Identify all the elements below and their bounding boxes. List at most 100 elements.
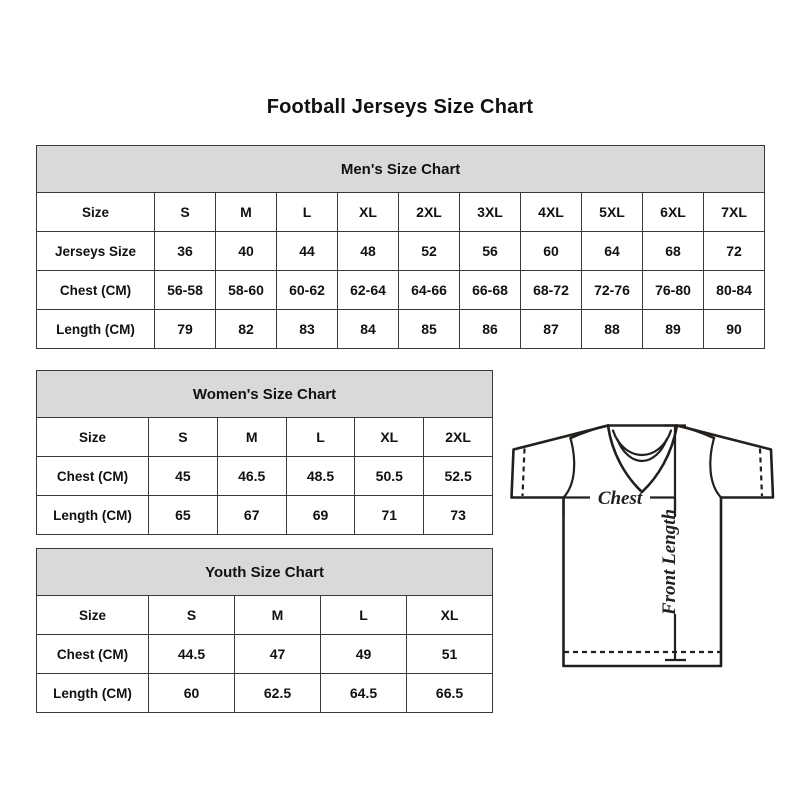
youth-table-title: Youth Size Chart xyxy=(35,548,494,596)
column-header-size: Size xyxy=(36,192,155,232)
table-cell: 49 xyxy=(320,634,407,674)
row-label: Length (CM) xyxy=(36,495,149,535)
table-band-row: Youth Size Chart xyxy=(35,548,494,596)
table-cell: 36 xyxy=(154,231,216,271)
womens-table-title: Women's Size Chart xyxy=(35,370,494,418)
table-band-row: Men's Size Chart xyxy=(35,145,766,193)
table-cell: 72 xyxy=(702,231,766,271)
column-header-3xl: 3XL xyxy=(459,192,521,232)
table-cell: 56-58 xyxy=(154,270,216,310)
table-cell: 52 xyxy=(398,231,460,271)
row-label: Chest (CM) xyxy=(36,270,155,310)
column-header-2xl: 2XL xyxy=(423,417,494,457)
table-row: Chest (CM) 44.5 47 49 51 xyxy=(36,634,494,674)
table-cell: 64-66 xyxy=(398,270,460,310)
column-header-l: L xyxy=(320,595,407,635)
table-cell: 62-64 xyxy=(337,270,399,310)
table-cell: 50.5 xyxy=(354,456,425,496)
column-header-4xl: 4XL xyxy=(520,192,582,232)
table-band-row: Women's Size Chart xyxy=(35,370,494,418)
row-label: Chest (CM) xyxy=(36,456,149,496)
column-header-l: L xyxy=(285,417,356,457)
page-title: Football Jerseys Size Chart xyxy=(266,96,534,118)
table-cell: 76-80 xyxy=(642,270,704,310)
table-cell: 83 xyxy=(276,309,338,349)
table-cell: 68 xyxy=(642,231,704,271)
table-cell: 51 xyxy=(405,634,494,674)
table-row: Length (CM) 60 62.5 64.5 66.5 xyxy=(36,673,494,713)
column-header-xl: XL xyxy=(354,417,425,457)
jersey-measurement-diagram: Chest Front Length xyxy=(500,392,785,692)
column-header-2xl: 2XL xyxy=(398,192,460,232)
table-cell: 62.5 xyxy=(234,673,321,713)
table-cell: 72-76 xyxy=(581,270,643,310)
table-cell: 44.5 xyxy=(148,634,235,674)
table-cell: 82 xyxy=(215,309,277,349)
column-header-5xl: 5XL xyxy=(581,192,643,232)
table-cell: 84 xyxy=(337,309,399,349)
column-header-xl: XL xyxy=(405,595,494,635)
table-cell: 40 xyxy=(215,231,277,271)
table-cell: 69 xyxy=(285,495,356,535)
table-cell: 60-62 xyxy=(276,270,338,310)
table-cell: 44 xyxy=(276,231,338,271)
column-header-xl: XL xyxy=(337,192,399,232)
front-length-measure-label: Front Length xyxy=(659,509,680,616)
table-row: Length (CM) 79 82 83 84 85 86 87 88 89 9… xyxy=(36,309,766,349)
table-header-row: Size S M L XL 2XL xyxy=(36,417,494,457)
table-cell: 48.5 xyxy=(285,456,356,496)
row-label: Chest (CM) xyxy=(36,634,149,674)
table-cell: 79 xyxy=(154,309,216,349)
table-cell: 46.5 xyxy=(216,456,287,496)
table-cell: 67 xyxy=(216,495,287,535)
table-row: Chest (CM) 45 46.5 48.5 50.5 52.5 xyxy=(36,456,494,496)
table-cell: 64.5 xyxy=(320,673,407,713)
youth-size-table: Youth Size Chart Size S M L XL Chest (CM… xyxy=(35,548,494,713)
column-header-l: L xyxy=(276,192,338,232)
table-cell: 88 xyxy=(581,309,643,349)
table-row: Chest (CM) 56-58 58-60 60-62 62-64 64-66… xyxy=(36,270,766,310)
table-cell: 45 xyxy=(148,456,218,496)
column-header-s: S xyxy=(148,595,235,635)
row-label: Length (CM) xyxy=(36,673,149,713)
table-cell: 86 xyxy=(459,309,521,349)
column-header-m: M xyxy=(234,595,321,635)
table-cell: 60 xyxy=(520,231,582,271)
table-cell: 80-84 xyxy=(702,270,766,310)
table-cell: 90 xyxy=(702,309,766,349)
row-label: Jerseys Size xyxy=(36,231,155,271)
table-cell: 65 xyxy=(148,495,218,535)
column-header-m: M xyxy=(215,192,277,232)
column-header-7xl: 7XL xyxy=(702,192,766,232)
chest-measure-label: Chest xyxy=(598,488,643,509)
table-cell: 60 xyxy=(148,673,235,713)
womens-size-table: Women's Size Chart Size S M L XL 2XL Che… xyxy=(35,370,494,535)
table-cell: 47 xyxy=(234,634,321,674)
column-header-size: Size xyxy=(36,417,149,457)
column-header-s: S xyxy=(154,192,216,232)
table-header-row: Size S M L XL 2XL 3XL 4XL 5XL 6XL 7XL xyxy=(36,192,766,232)
row-label: Length (CM) xyxy=(36,309,155,349)
table-row: Length (CM) 65 67 69 71 73 xyxy=(36,495,494,535)
column-header-size: Size xyxy=(36,595,149,635)
table-cell: 66-68 xyxy=(459,270,521,310)
table-cell: 64 xyxy=(581,231,643,271)
table-cell: 85 xyxy=(398,309,460,349)
mens-size-table: Men's Size Chart Size S M L XL 2XL 3XL 4… xyxy=(35,145,766,349)
table-cell: 52.5 xyxy=(423,456,494,496)
table-cell: 71 xyxy=(354,495,425,535)
table-header-row: Size S M L XL xyxy=(36,595,494,635)
table-cell: 48 xyxy=(337,231,399,271)
table-cell: 87 xyxy=(520,309,582,349)
column-header-s: S xyxy=(148,417,218,457)
table-cell: 68-72 xyxy=(520,270,582,310)
mens-table-title: Men's Size Chart xyxy=(35,145,766,193)
column-header-6xl: 6XL xyxy=(642,192,704,232)
table-cell: 56 xyxy=(459,231,521,271)
table-cell: 58-60 xyxy=(215,270,277,310)
table-cell: 89 xyxy=(642,309,704,349)
table-cell: 66.5 xyxy=(405,673,494,713)
table-cell: 73 xyxy=(423,495,494,535)
column-header-m: M xyxy=(216,417,287,457)
table-row: Jerseys Size 36 40 44 48 52 56 60 64 68 … xyxy=(36,231,766,271)
